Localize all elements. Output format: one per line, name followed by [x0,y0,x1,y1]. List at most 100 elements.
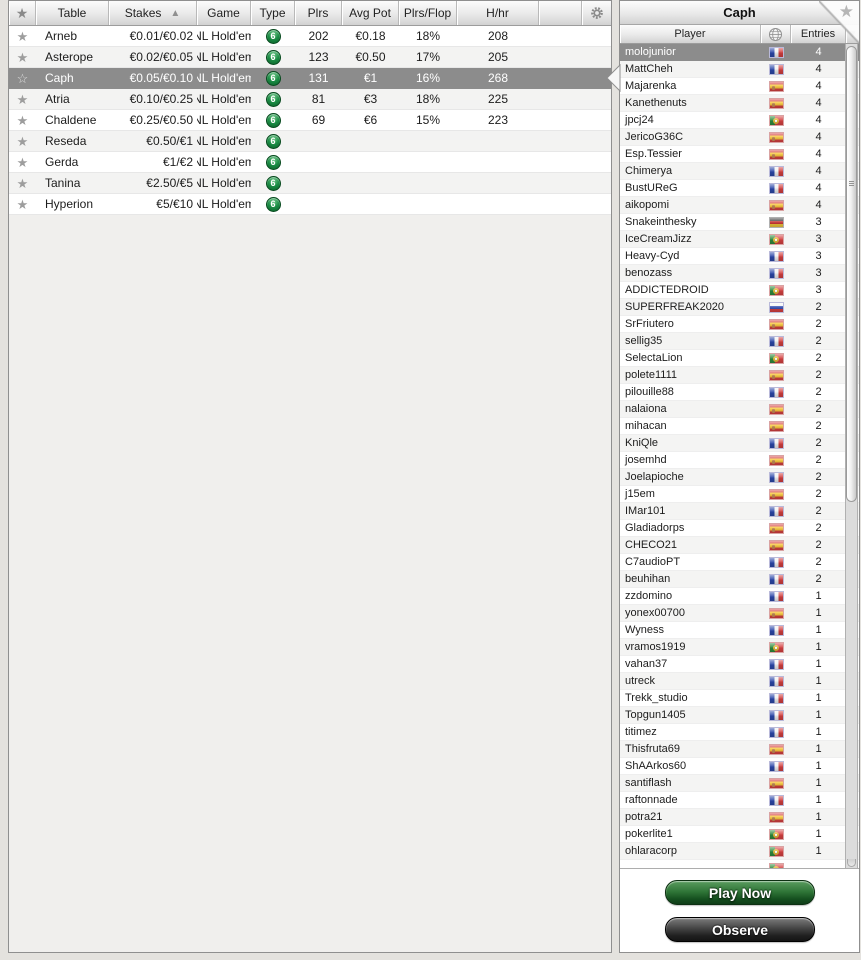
play-now-button[interactable]: Play Now [665,880,815,905]
favorite-star-icon[interactable]: ★ [16,49,29,65]
player-row[interactable]: yonex00700 1 [620,605,859,622]
column-header-favorites[interactable]: ★ [9,1,36,25]
player-row[interactable]: ShAArkos60 1 [620,758,859,775]
column-header-avg-pot[interactable]: Avg Pot [342,1,399,25]
table-row[interactable]: ★ Reseda €0.50/€1 NL Hold'em 6 [9,131,611,152]
player-row[interactable]: polete1111 2 [620,367,859,384]
player-row[interactable]: Kanethenuts 4 [620,95,859,112]
player-row[interactable]: utreck 1 [620,673,859,690]
player-row[interactable]: raftonnade 1 [620,792,859,809]
column-header-plrs-flop[interactable]: Plrs/Flop [399,1,457,25]
player-row[interactable]: titimez 1 [620,724,859,741]
player-row[interactable]: JericoG36C 4 [620,129,859,146]
favorite-star-icon[interactable]: ★ [16,112,29,128]
column-header-player[interactable]: Player [620,25,761,43]
scrollbar-thumb[interactable] [846,46,857,502]
player-entries: 1 [815,828,822,840]
favorite-star-icon[interactable]: ★ [16,154,29,170]
column-header-type[interactable]: Type [251,1,295,25]
player-row[interactable]: jpcj24 4 [620,112,859,129]
favorite-star-icon[interactable]: ★ [16,133,29,149]
player-row[interactable]: Thisfruta69 1 [620,741,859,758]
favorite-star-icon[interactable]: ★ [16,175,29,191]
table-row[interactable]: ★ Tanina €2.50/€5 NL Hold'em 6 [9,173,611,194]
table-row[interactable]: ★ Gerda €1/€2 NL Hold'em 6 [9,152,611,173]
player-row[interactable]: Heavy-Cyd 3 [620,248,859,265]
player-row[interactable]: SrFriutero 2 [620,316,859,333]
six-max-badge-icon: 6 [265,133,281,149]
table-row[interactable]: ★ Chaldene €0.25/€0.50 NL Hold'em 6 69 €… [9,110,611,131]
player-row[interactable]: sellig35 2 [620,333,859,350]
table-plrs-flop [399,194,457,214]
table-row[interactable]: ☆ Caph €0.05/€0.10 NL Hold'em 6 131 €1 1… [9,68,611,89]
table-list-settings-button[interactable] [581,1,611,25]
player-row[interactable]: Majarenka 4 [620,78,859,95]
player-entries: 3 [815,233,822,245]
favorite-star-icon[interactable]: ★ [16,28,29,44]
player-row[interactable]: IMar101 2 [620,503,859,520]
table-row[interactable]: ★ Arneb €0.01/€0.02 NL Hold'em 6 202 €0.… [9,26,611,47]
player-row[interactable]: ohlaracorp 1 [620,843,859,860]
player-row[interactable]: vramos1919 1 [620,639,859,656]
column-header-hands-per-hour[interactable]: H/hr [457,1,539,25]
column-header-entries-sort[interactable]: ▼ [846,25,859,43]
player-row-partial[interactable] [620,860,859,868]
player-name: josemhd [625,454,667,466]
player-row[interactable]: santiflash 1 [620,775,859,792]
player-row[interactable]: Esp.Tessier 4 [620,146,859,163]
player-list-scrollbar[interactable] [845,44,858,868]
favorite-table-star-icon[interactable]: ★ [838,2,854,21]
player-country-cell [761,605,791,621]
player-row[interactable]: beuhihan 2 [620,571,859,588]
column-header-country[interactable] [761,25,791,43]
player-row[interactable]: j15em 2 [620,486,859,503]
column-header-game[interactable]: Game [197,1,251,25]
column-header-plrs[interactable]: Plrs [295,1,342,25]
player-row[interactable]: Wyness 1 [620,622,859,639]
player-row[interactable]: molojunior 4 [620,44,859,61]
table-row[interactable]: ★ Asterope €0.02/€0.05 NL Hold'em 6 123 … [9,47,611,68]
player-row[interactable]: KniQle 2 [620,435,859,452]
player-row[interactable]: nalaiona 2 [620,401,859,418]
player-row[interactable]: BustUReG 4 [620,180,859,197]
gear-icon [590,7,603,19]
player-entries: 2 [815,539,822,551]
column-header-entries[interactable]: Entries [791,25,846,43]
table-name: Gerda [45,155,79,169]
favorite-star-icon[interactable]: ★ [16,196,29,212]
player-row[interactable]: Chimerya 4 [620,163,859,180]
player-row[interactable]: SUPERFREAK2020 2 [620,299,859,316]
player-row[interactable]: Topgun1405 1 [620,707,859,724]
table-name: Tanina [45,176,81,190]
player-row[interactable]: mihacan 2 [620,418,859,435]
player-row[interactable]: pokerlite1 1 [620,826,859,843]
player-row[interactable]: Joelapioche 2 [620,469,859,486]
player-entries: 1 [815,641,822,653]
player-row[interactable]: ADDICTEDROID 3 [620,282,859,299]
player-row[interactable]: MattCheh 4 [620,61,859,78]
player-row[interactable]: Snakeinthesky 3 [620,214,859,231]
player-country-cell [761,673,791,689]
favorite-star-icon[interactable]: ★ [16,91,29,107]
flag-pt-icon [768,284,784,296]
player-row[interactable]: IceCreamJizz 3 [620,231,859,248]
player-row[interactable]: vahan37 1 [620,656,859,673]
player-row[interactable]: C7audioPT 2 [620,554,859,571]
table-row[interactable]: ★ Atria €0.10/€0.25 NL Hold'em 6 81 €3 1… [9,89,611,110]
favorite-star-icon[interactable]: ☆ [16,70,29,86]
player-row[interactable]: SelectaLion 2 [620,350,859,367]
table-row[interactable]: ★ Hyperion €5/€10 NL Hold'em 6 [9,194,611,215]
player-row[interactable]: josemhd 2 [620,452,859,469]
column-header-label: Entries [800,28,836,40]
player-row[interactable]: zzdomino 1 [620,588,859,605]
player-row[interactable]: Gladiadorps 2 [620,520,859,537]
observe-button[interactable]: Observe [665,917,815,942]
player-row[interactable]: aikopomi 4 [620,197,859,214]
player-row[interactable]: potra21 1 [620,809,859,826]
player-row[interactable]: pilouille88 2 [620,384,859,401]
column-header-table[interactable]: Table [36,1,109,25]
player-row[interactable]: benozass 3 [620,265,859,282]
player-row[interactable]: Trekk_studio 1 [620,690,859,707]
player-row[interactable]: CHECO21 2 [620,537,859,554]
column-header-stakes[interactable]: Stakes ▲ [109,1,197,25]
